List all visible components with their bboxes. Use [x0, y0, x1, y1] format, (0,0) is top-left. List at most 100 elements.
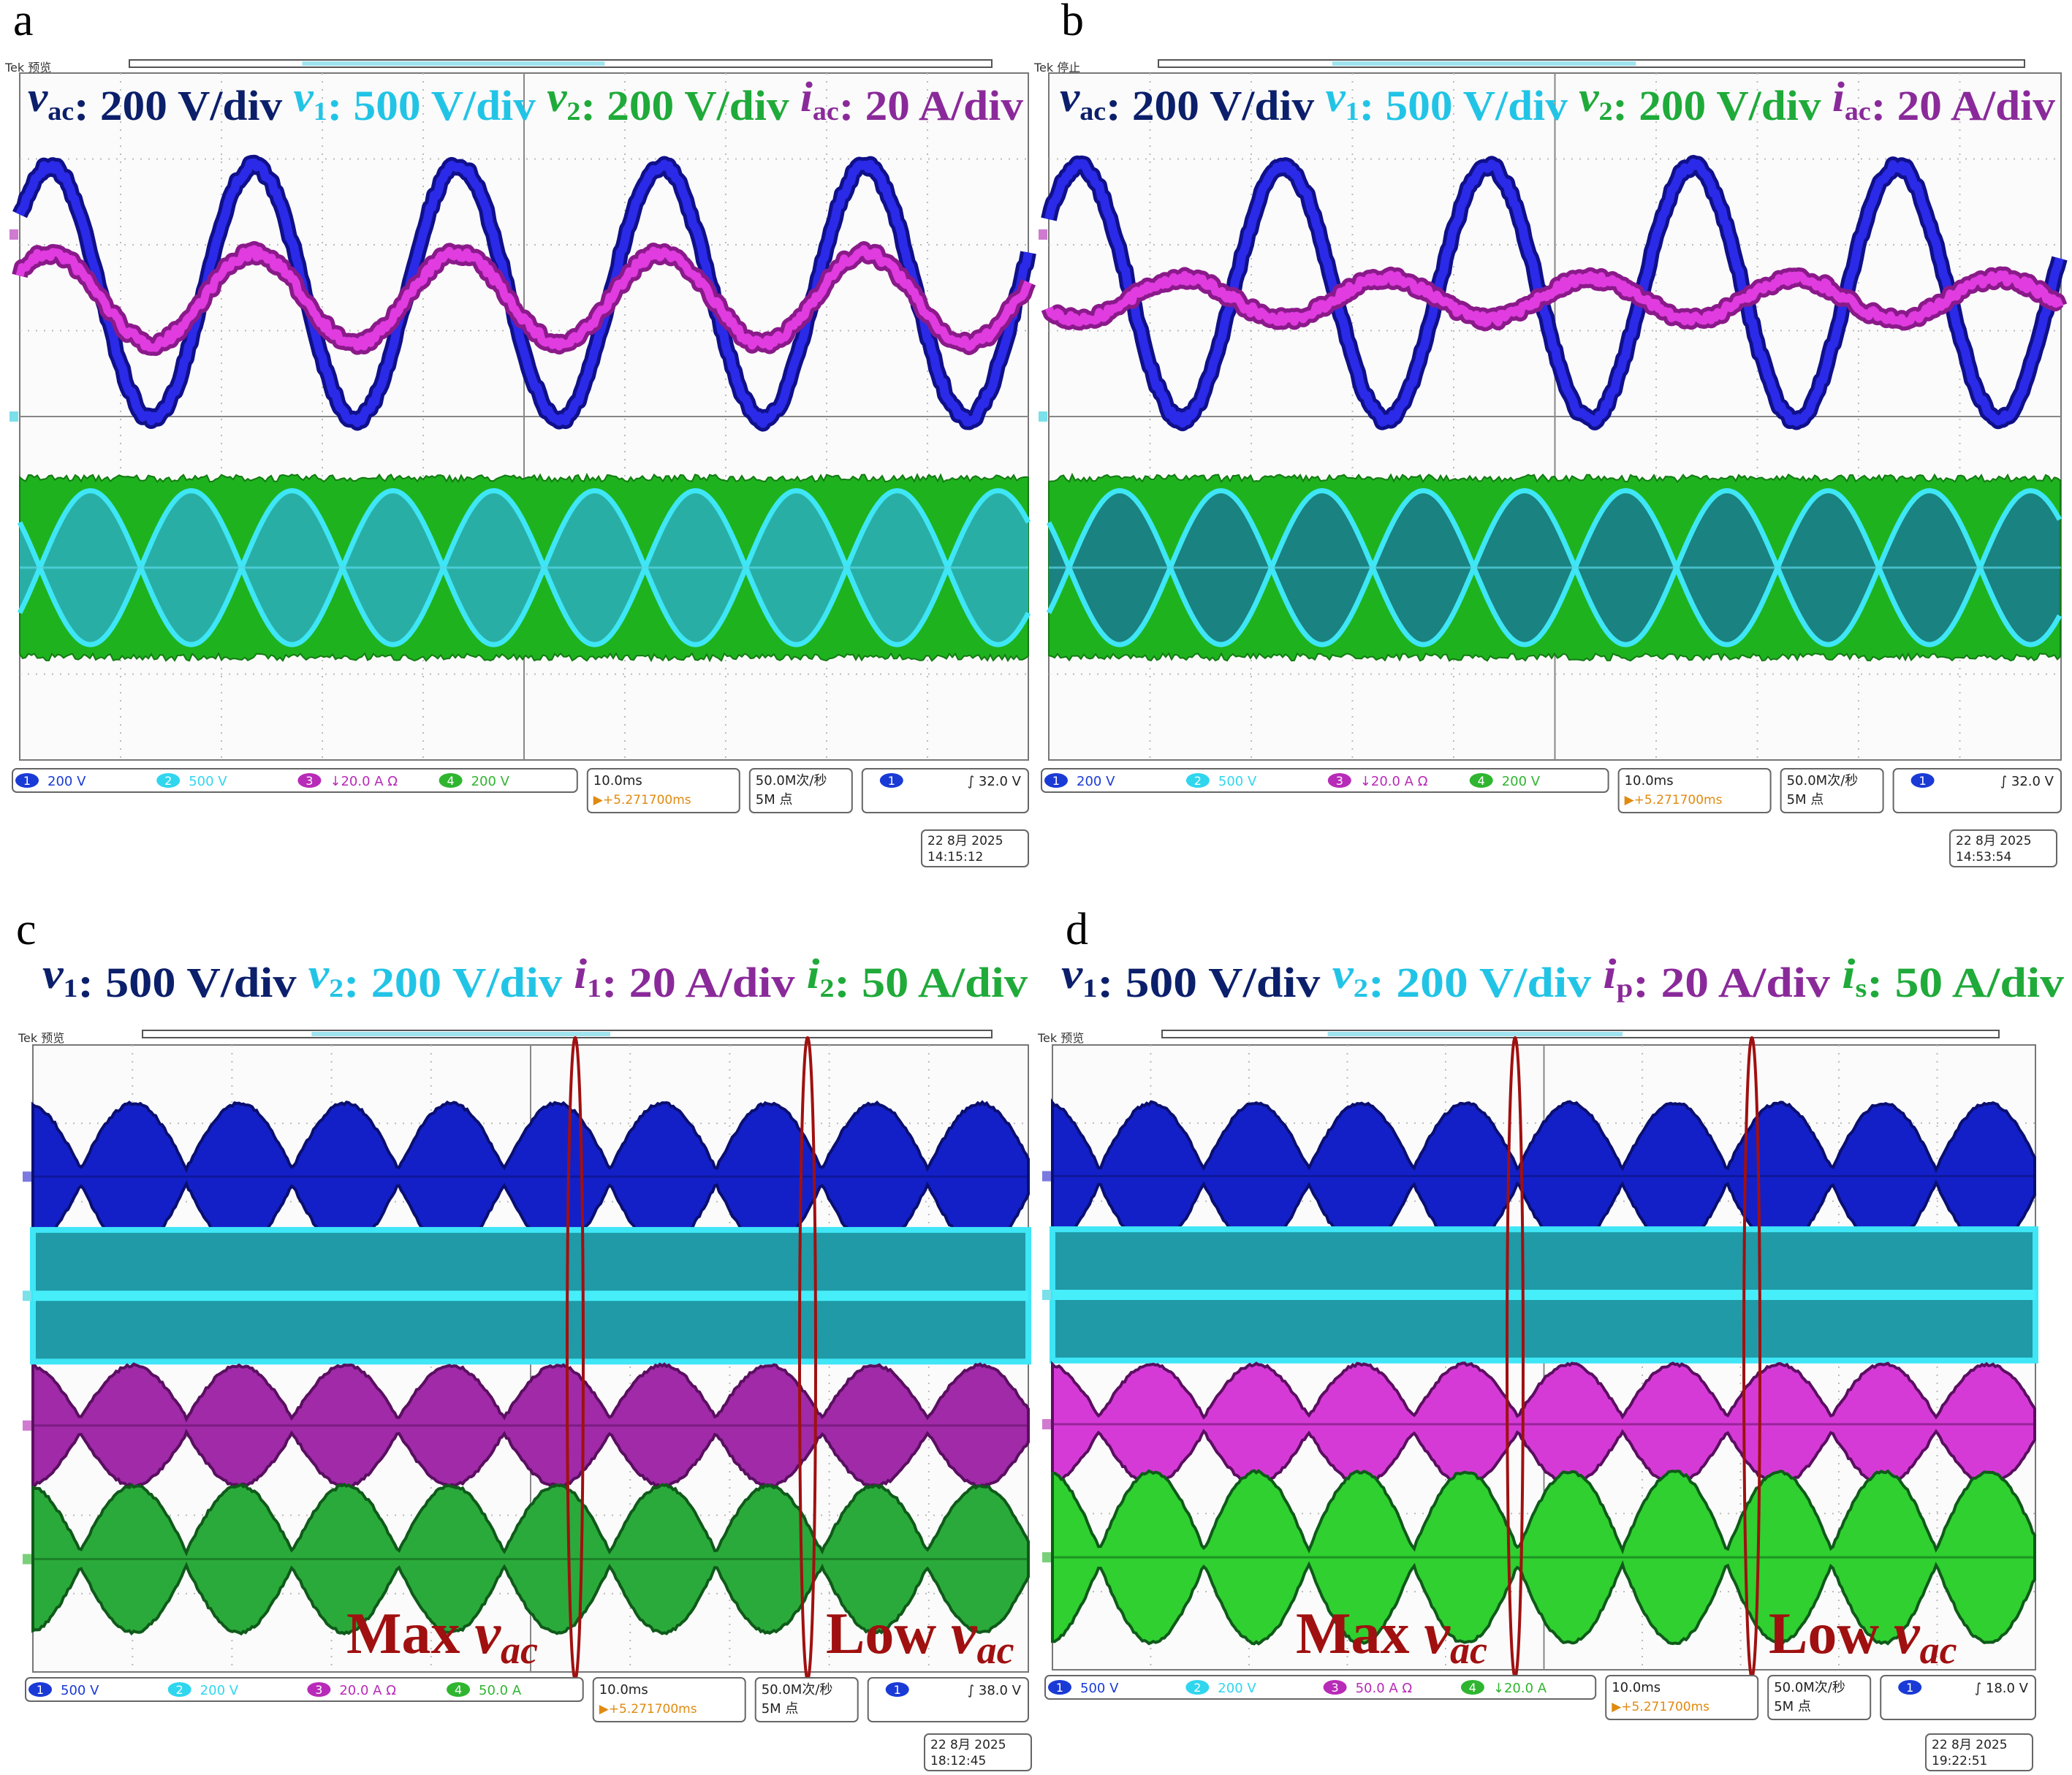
channel-box: [1041, 768, 1609, 793]
panel-label: b: [1061, 0, 1084, 45]
channel-scale: ↓20.0 A Ω: [330, 774, 398, 789]
channel-marker: [1042, 1418, 1051, 1429]
waveform: [1046, 487, 2062, 647]
channel-badge: [1044, 773, 1068, 788]
channel-marker: [23, 1420, 31, 1431]
channel-number: 1: [23, 774, 31, 788]
time: 19:22:51: [1932, 1754, 1987, 1768]
annotation-subscript: ac: [501, 1628, 538, 1672]
sample-rate: 50.0M次/秒: [1787, 773, 1859, 788]
channel-number: 1: [894, 1683, 901, 1697]
record-window: [302, 61, 605, 66]
record-length: 5M 点: [762, 1701, 799, 1717]
date: 22 8月 2025: [1932, 1738, 2008, 1752]
legend-text: : 200 V/div: [344, 959, 574, 1006]
channel-marker: [23, 1291, 31, 1301]
record-window: [1327, 1032, 1623, 1036]
timebase: 10.0ms: [599, 1682, 648, 1698]
trigger-offset: ▶+5.271700ms: [599, 1702, 697, 1717]
waveform: [17, 487, 1031, 647]
channel-box: [1044, 1675, 1597, 1700]
rate-box: [1767, 1675, 1872, 1720]
timebase-box: [592, 1677, 746, 1722]
annotation-symbol: v: [1424, 1602, 1451, 1666]
panel-label: a: [13, 0, 34, 45]
sample-rate: 50.0M次/秒: [1774, 1680, 1845, 1695]
legend-symbol: v: [28, 73, 49, 121]
channel-number: 2: [1194, 774, 1202, 788]
timestamp-box: [1925, 1733, 2033, 1771]
legend-text: : 500 V/div: [1097, 959, 1332, 1006]
channel-scale: 500 V: [1218, 774, 1257, 789]
channel-scale: 500 V: [61, 1683, 99, 1698]
legend-text: : 50 A/div: [1867, 959, 2064, 1006]
channel-badge: [156, 773, 181, 788]
legend-symbol: v: [1061, 950, 1084, 997]
record-bar: [129, 59, 993, 68]
record-window: [1332, 61, 1636, 66]
timestamp-box: [1949, 829, 2057, 867]
legend-symbol: i: [800, 73, 813, 121]
channel-scale: 500 V: [189, 774, 227, 789]
legend-text: : 200 V/div: [1368, 959, 1603, 1006]
legend: v1: 500 V/div v2: 200 V/div ip: 20 A/div…: [1061, 950, 2064, 1006]
channel-badge: [885, 1682, 909, 1697]
channel-number: 4: [1469, 1681, 1476, 1695]
channel-badge: [29, 1682, 52, 1697]
record-window: [311, 1032, 610, 1036]
date: 22 8月 2025: [1956, 834, 2032, 848]
annotation-symbol: v: [475, 1602, 502, 1666]
trigger-level: ∫ 32.0 V: [2000, 774, 2054, 789]
annotation-symbol: v: [1894, 1602, 1921, 1666]
legend-symbol: v: [1579, 73, 1600, 121]
channel-badge: [1323, 1680, 1347, 1695]
channel-badge: [1048, 1680, 1071, 1695]
timebase-box: [1605, 1675, 1759, 1720]
legend: vac: 200 V/div v1: 500 V/div v2: 200 V/d…: [28, 73, 1023, 129]
channel-badge: [15, 773, 39, 788]
time: 18:12:45: [930, 1754, 986, 1768]
channel-badge: [1185, 773, 1210, 788]
channel-marker: [10, 411, 18, 422]
legend-symbol: v: [1060, 73, 1081, 121]
channel-scale: 200 V: [1077, 774, 1115, 789]
legend-subscript: 2: [1354, 973, 1368, 1003]
annotation: Low vac: [1769, 1602, 1957, 1672]
record-bar: [1161, 1030, 2000, 1038]
panel-label: d: [1066, 905, 1088, 954]
channel-marker: [1042, 1552, 1051, 1563]
timestamp-box: [924, 1733, 1032, 1771]
channel-badge: [167, 1682, 191, 1697]
timestamp-box: [921, 829, 1029, 867]
legend-symbol: v: [547, 73, 568, 121]
rate-box: [748, 768, 853, 813]
time: 14:15:12: [927, 850, 983, 864]
legend-subscript: 1: [64, 973, 78, 1003]
channel-number: 1: [1906, 1681, 1913, 1695]
channel-marker: [10, 229, 18, 240]
legend-symbol: i: [574, 950, 587, 997]
legend-symbol: i: [807, 950, 820, 997]
legend-text: : 20 A/div: [1633, 959, 1842, 1006]
annotation: Max vac: [1296, 1602, 1487, 1672]
channel-scale: 500 V: [1080, 1681, 1119, 1696]
channel-scale: ↓20.0 A: [1493, 1681, 1547, 1696]
trigger-level: ∫ 18.0 V: [1975, 1681, 2029, 1696]
trigger-box: [861, 768, 1030, 813]
annotation-subscript: ac: [1920, 1628, 1957, 1672]
channel-number: 3: [306, 774, 313, 788]
legend-symbol: i: [1842, 950, 1855, 997]
annotation-subscript: ac: [1450, 1628, 1487, 1672]
channel-number: 2: [164, 774, 172, 788]
trigger-level: ∫ 38.0 V: [968, 1683, 1022, 1698]
record-bar: [1158, 59, 2025, 68]
channel-marker: [23, 1171, 31, 1182]
annotation-text: Max: [1296, 1602, 1424, 1666]
legend-subscript: 1: [1082, 973, 1097, 1003]
channel-scale: 200 V: [1218, 1681, 1256, 1696]
legend-symbol: i: [1832, 73, 1845, 121]
